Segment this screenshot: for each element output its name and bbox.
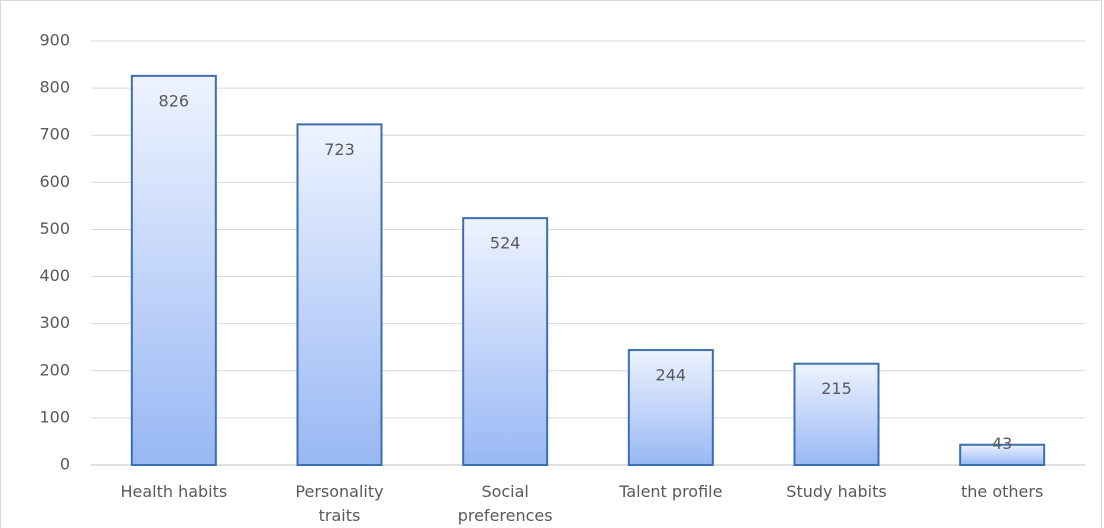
bar <box>296 123 383 467</box>
y-tick-label: 0 <box>60 455 70 474</box>
bar <box>793 362 880 467</box>
y-tick-label: 100 <box>39 407 70 426</box>
x-tick-label: Health habits <box>120 482 228 501</box>
y-tick-label: 200 <box>39 360 70 379</box>
bar <box>959 443 1046 466</box>
data-label: 723 <box>324 140 355 159</box>
y-tick-label: 700 <box>39 125 70 144</box>
x-tick-label: Study habits <box>786 482 887 501</box>
data-label: 826 <box>159 91 190 110</box>
y-tick-label: 600 <box>39 172 70 191</box>
y-tick-label: 500 <box>39 219 70 238</box>
bar <box>627 349 714 466</box>
data-label: 215 <box>821 379 852 398</box>
x-tick-label: Personality traits <box>295 482 384 525</box>
y-tick-label: 900 <box>39 31 70 50</box>
x-tick-label: Talent profile <box>619 482 723 501</box>
bar <box>462 217 549 466</box>
x-tick-label: the others <box>961 482 1044 501</box>
data-label: 43 <box>992 434 1012 453</box>
data-label: 524 <box>490 234 521 253</box>
data-label: 244 <box>656 366 687 385</box>
x-tick-label: Social preferences <box>457 482 553 525</box>
bar <box>130 74 217 467</box>
y-tick-label: 400 <box>39 266 70 285</box>
y-tick-label: 800 <box>39 78 70 97</box>
y-tick-label: 300 <box>39 313 70 332</box>
